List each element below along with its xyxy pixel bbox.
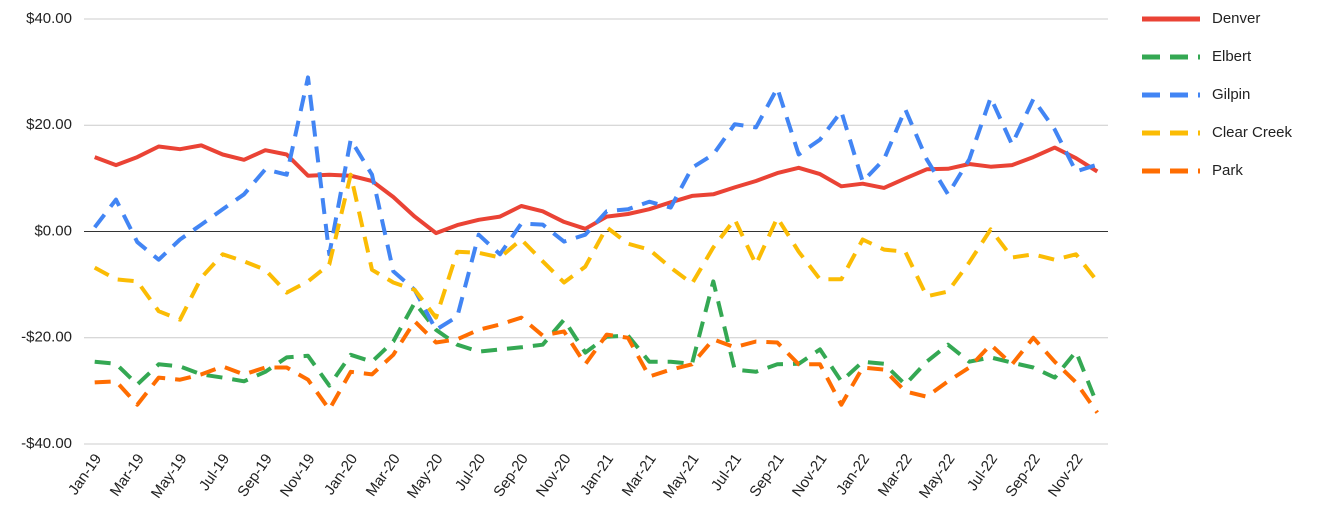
x-tick-label: May-19 [148, 451, 191, 502]
x-tick-label: Jan-19 [65, 451, 105, 498]
x-tick-label: Mar-20 [363, 451, 404, 500]
x-tick-label: Nov-22 [1045, 451, 1087, 500]
y-tick-label: $40.00 [26, 10, 72, 27]
x-tick-label: May-22 [916, 451, 959, 502]
x-tick-label: Jan-20 [321, 451, 361, 498]
x-tick-label: Sep-22 [1002, 451, 1044, 500]
series-line [94, 315, 1099, 414]
y-tick-label: -$20.00 [21, 329, 72, 346]
legend-label: Elbert [1212, 48, 1252, 65]
x-tick-label: Sep-20 [490, 451, 532, 500]
x-tick-label: Nov-20 [533, 451, 575, 500]
x-tick-label: Jul-22 [964, 451, 1001, 494]
legend-label: Clear Creek [1212, 124, 1293, 141]
x-tick-label: Mar-22 [875, 451, 916, 500]
legend-label: Park [1212, 162, 1243, 179]
x-tick-label: Mar-21 [619, 451, 660, 500]
y-tick-label: -$40.00 [21, 435, 72, 452]
x-tick-label: Jul-19 [196, 451, 233, 494]
x-tick-label: Jul-21 [708, 451, 745, 494]
x-tick-label: Nov-19 [277, 451, 319, 500]
x-tick-label: May-20 [404, 451, 447, 502]
x-tick-label: Sep-19 [234, 451, 276, 500]
x-tick-label: Nov-21 [789, 451, 831, 500]
legend-label: Gilpin [1212, 86, 1250, 103]
series-line [94, 279, 1100, 406]
y-tick-label: $20.00 [26, 116, 72, 133]
x-tick-label: Jul-20 [452, 451, 489, 494]
x-tick-label: Sep-21 [746, 451, 788, 500]
x-tick-label: May-21 [660, 451, 703, 502]
x-tick-label: Jan-21 [577, 451, 617, 498]
y-tick-label: $0.00 [34, 222, 72, 239]
series-line [93, 172, 1099, 322]
series-line [93, 75, 1098, 332]
x-tick-label: Mar-19 [107, 451, 148, 500]
x-tick-label: Jan-22 [833, 451, 873, 498]
legend-label: Denver [1212, 10, 1260, 27]
